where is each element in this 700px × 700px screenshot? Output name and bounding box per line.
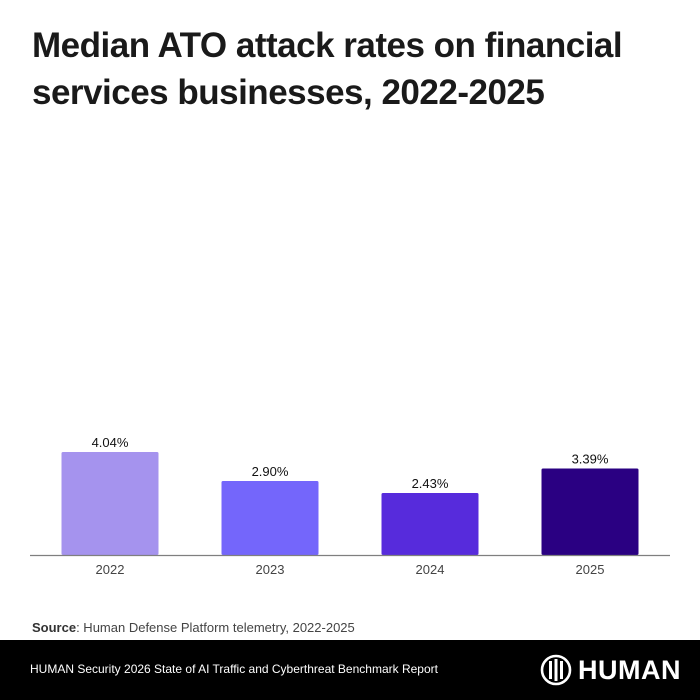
data-label-2024: 2.43% [412,476,449,491]
bars-group: 4.04% 2022 2.90% 2023 2.43% 2024 3.39% 2025 [61,435,639,577]
bar-2025 [541,468,639,555]
x-tick-label-2025: 2025 [576,562,605,577]
source-note: Source: Human Defense Platform telemetry… [32,620,355,635]
source-text: : Human Defense Platform telemetry, 2022… [76,620,355,635]
footer-bar: HUMAN Security 2026 State of AI Traffic … [0,640,700,700]
bar-2023 [221,481,319,555]
chart-title: Median ATO attack rates on financial ser… [32,26,623,112]
x-tick-label-2022: 2022 [96,562,125,577]
data-label-2025: 3.39% [572,452,609,467]
source-label: Source [32,620,77,635]
report-name: HUMAN Security 2026 State of AI Traffic … [30,662,438,676]
bar-2024 [381,493,479,555]
data-label-2023: 2.90% [252,464,289,479]
x-tick-label-2023: 2023 [256,562,285,577]
data-label-2022: 4.04% [92,435,129,450]
bar-2022 [61,451,159,555]
human-logo-wordmark: HUMAN [578,654,681,685]
human-logo-icon [540,654,572,686]
x-tick-label-2024: 2024 [416,562,445,577]
human-logo: HUMAN [540,654,681,686]
